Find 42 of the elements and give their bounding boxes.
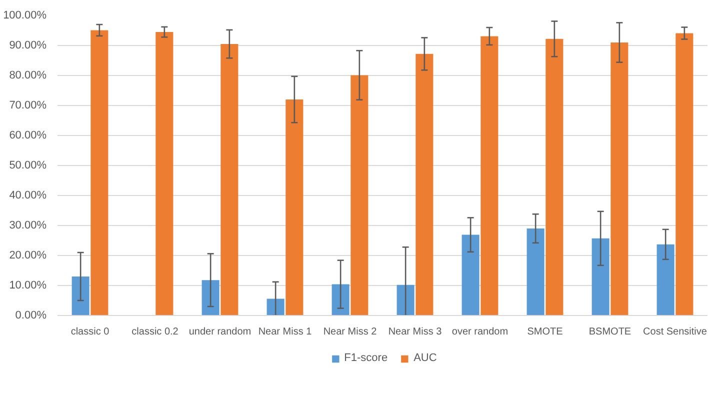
bar bbox=[90, 30, 108, 316]
y-tick-label: 50.00% bbox=[9, 160, 47, 172]
y-tick-label: 90.00% bbox=[9, 40, 47, 52]
bar bbox=[72, 276, 90, 316]
bar bbox=[592, 238, 610, 316]
x-tick-label: Near Miss 3 bbox=[388, 326, 442, 338]
y-tick-label: 0.00% bbox=[15, 310, 47, 322]
y-tick-label: 80.00% bbox=[9, 70, 47, 82]
bar bbox=[526, 228, 544, 316]
x-tick-label: Near Miss 1 bbox=[258, 326, 312, 338]
x-tick-label: classic 0 bbox=[70, 326, 110, 338]
bar bbox=[656, 244, 674, 316]
x-tick-label: BSMOTE bbox=[588, 326, 632, 338]
x-tick-label: under random bbox=[188, 326, 252, 338]
bar bbox=[332, 284, 350, 316]
x-tick-label: Near Miss 2 bbox=[323, 326, 378, 338]
x-tick-label: over random bbox=[452, 326, 508, 338]
bar bbox=[462, 234, 480, 316]
bar bbox=[266, 298, 284, 316]
x-tick-label: classic 0.2 bbox=[132, 326, 179, 338]
x-tick-label: Cost Sensitive bbox=[643, 326, 708, 338]
y-tick-label: 20.00% bbox=[9, 250, 47, 262]
bar bbox=[416, 54, 434, 316]
bar bbox=[156, 32, 174, 316]
legend-label: AUC bbox=[414, 352, 437, 364]
legend-label: F1-score bbox=[344, 352, 388, 364]
bar bbox=[480, 36, 498, 316]
y-tick-label: 60.00% bbox=[9, 130, 47, 142]
bar bbox=[396, 284, 414, 316]
bar bbox=[286, 100, 304, 316]
y-tick-label: 40.00% bbox=[9, 190, 47, 202]
y-tick-label: 30.00% bbox=[9, 220, 47, 232]
y-tick-label: 10.00% bbox=[9, 280, 47, 292]
bar bbox=[546, 38, 564, 316]
bar bbox=[350, 75, 368, 316]
bar bbox=[220, 44, 238, 316]
y-tick-label: 100.00% bbox=[3, 10, 47, 22]
bar bbox=[202, 280, 220, 316]
y-tick-label: 70.00% bbox=[9, 100, 47, 112]
bar bbox=[676, 33, 694, 316]
x-tick-label: SMOTE bbox=[527, 326, 564, 338]
bar bbox=[610, 42, 628, 316]
